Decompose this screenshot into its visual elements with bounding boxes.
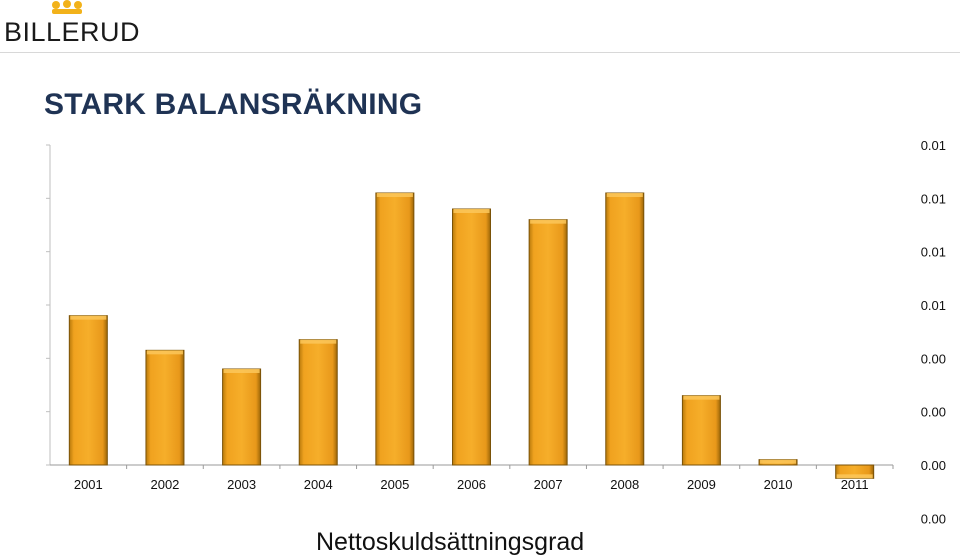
bar-cap [836, 474, 873, 479]
bar-body [375, 192, 415, 466]
bar-2011 [835, 464, 875, 479]
bar-body [298, 339, 338, 466]
bar-body [68, 315, 108, 466]
bar-cap [146, 350, 183, 355]
bar-body [222, 368, 262, 466]
bar-cap [376, 193, 413, 197]
y-tick-label: 0.01 [921, 138, 946, 153]
y-tick-labels: 0.01 0.01 0.01 0.01 0.00 0.00 0.00 0.00 [921, 138, 946, 526]
x-tick-labels: 2001 2002 2003 2004 2005 2006 2007 2008 2009 2010… [74, 477, 869, 492]
bar-body [528, 219, 568, 466]
x-tick-label: 2003 [227, 477, 256, 492]
y-tick-label: 0.00 [921, 458, 946, 473]
y-tick-label: 0.01 [921, 191, 946, 206]
bar-2009 [681, 395, 721, 466]
x-tick-label: 2007 [534, 477, 563, 492]
brand-logo: BILLERUD [0, 0, 140, 50]
brand-name: BILLERUD [4, 17, 141, 47]
bar-2003 [222, 368, 262, 466]
bar-2006 [452, 208, 491, 466]
bar-cap [70, 315, 107, 320]
bar-body [605, 192, 645, 466]
bar-cap [300, 339, 337, 344]
y-tick-label: 0.00 [921, 511, 946, 526]
bar-2002 [145, 349, 185, 466]
bar-2010 [758, 459, 798, 466]
page-title: STARK BALANSRÄKNING [44, 88, 423, 121]
y-tick-label: 0.01 [921, 298, 946, 313]
y-tick-label: 0.01 [921, 245, 946, 260]
bar-2007 [528, 219, 568, 466]
crown-icon [52, 0, 82, 14]
bar-2001 [68, 315, 108, 466]
x-tick-label: 2010 [764, 477, 793, 492]
x-axis-label: Nettoskuldsättningsgrad [316, 528, 585, 556]
bar-body [145, 349, 185, 466]
x-tick-label: 2008 [610, 477, 639, 492]
x-tick-label: 2006 [457, 477, 486, 492]
bar-2004 [298, 339, 338, 466]
x-tick-label: 2001 [74, 477, 103, 492]
bar-body [452, 208, 491, 466]
y-tick-label: 0.00 [921, 351, 946, 366]
x-tick-label: 2005 [380, 477, 409, 492]
bar-cap [606, 193, 643, 197]
bar-cap [760, 459, 797, 464]
x-tick-label: 2004 [304, 477, 333, 492]
y-tick-label: 0.00 [921, 405, 946, 420]
bar-body [681, 395, 721, 466]
bars [68, 192, 875, 479]
bar-cap [223, 369, 260, 373]
bar-cap [530, 219, 567, 224]
bar-cap [683, 395, 720, 400]
header-divider [0, 52, 960, 53]
bar-cap [453, 209, 490, 213]
x-tick-label: 2002 [150, 477, 179, 492]
x-tick-label: 2009 [687, 477, 716, 492]
bar-2008 [605, 192, 645, 466]
bar-2005 [375, 192, 415, 466]
x-tick-label: 2011 [841, 477, 869, 492]
